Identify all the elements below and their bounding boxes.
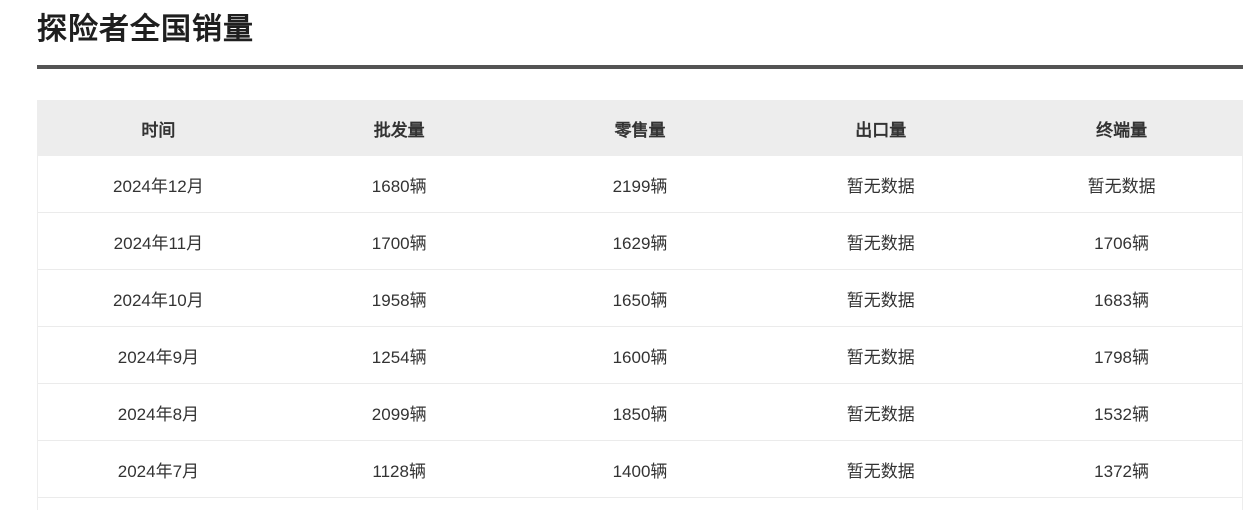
table-cell: 1400辆 xyxy=(519,440,761,498)
table-row: 2024年11月 1700辆 1629辆 暂无数据 1706辆 xyxy=(38,212,1242,270)
sales-table: 时间 批发量 零售量 出口量 终端量 2024年12月 1680辆 2199辆 暂无数据 暂无数… xyxy=(38,100,1242,498)
table-cell: 1683辆 xyxy=(1001,269,1242,327)
table-cell: 1700辆 xyxy=(278,212,520,270)
sales-table-body: 2024年12月 1680辆 2199辆 暂无数据 暂无数据 2024年11月 1700辆 1… xyxy=(38,156,1242,498)
table-cell: 1680辆 xyxy=(278,156,520,213)
table-cell: 1128辆 xyxy=(278,440,520,498)
table-cell: 1650辆 xyxy=(519,269,761,327)
column-header: 批发量 xyxy=(278,100,520,156)
table-cell: 2024年9月 xyxy=(38,326,279,384)
table-cell: 1600辆 xyxy=(519,326,761,384)
table-cell: 2024年10月 xyxy=(38,269,279,327)
table-cell: 1629辆 xyxy=(519,212,761,270)
table-cell: 暂无数据 xyxy=(760,326,1002,384)
table-cell: 2024年11月 xyxy=(38,212,279,270)
table-row: 2024年7月 1128辆 1400辆 暂无数据 1372辆 xyxy=(38,440,1242,498)
column-header: 时间 xyxy=(38,100,279,156)
table-cell: 2024年12月 xyxy=(38,156,279,213)
table-cell: 1254辆 xyxy=(278,326,520,384)
table-row: 2024年9月 1254辆 1600辆 暂无数据 1798辆 xyxy=(38,326,1242,384)
table-cell: 暂无数据 xyxy=(760,212,1002,270)
column-header: 出口量 xyxy=(760,100,1002,156)
table-cell: 1706辆 xyxy=(1001,212,1242,270)
table-cell: 2024年7月 xyxy=(38,440,279,498)
sales-table-wrap: 时间 批发量 零售量 出口量 终端量 2024年12月 1680辆 2199辆 暂无数据 暂无数… xyxy=(37,100,1243,510)
table-cell: 暂无数据 xyxy=(760,440,1002,498)
column-header: 零售量 xyxy=(519,100,761,156)
column-header: 终端量 xyxy=(1001,100,1242,156)
table-cell: 暂无数据 xyxy=(760,383,1002,441)
table-row: 2024年8月 2099辆 1850辆 暂无数据 1532辆 xyxy=(38,383,1242,441)
table-row: 2024年10月 1958辆 1650辆 暂无数据 1683辆 xyxy=(38,269,1242,327)
table-cell: 2199辆 xyxy=(519,156,761,213)
table-cell: 2024年8月 xyxy=(38,383,279,441)
table-header-row: 时间 批发量 零售量 出口量 终端量 xyxy=(38,100,1242,156)
table-cell: 1958辆 xyxy=(278,269,520,327)
table-cell: 1798辆 xyxy=(1001,326,1242,384)
title-divider xyxy=(37,65,1243,69)
sales-table-head: 时间 批发量 零售量 出口量 终端量 xyxy=(38,100,1242,156)
table-cell: 暂无数据 xyxy=(1001,156,1242,213)
page-title: 探险者全国销量 xyxy=(37,13,254,46)
table-cell: 1850辆 xyxy=(519,383,761,441)
table-cell: 暂无数据 xyxy=(760,269,1002,327)
table-cell: 暂无数据 xyxy=(760,156,1002,213)
table-cell: 2099辆 xyxy=(278,383,520,441)
table-cell: 1532辆 xyxy=(1001,383,1242,441)
table-row: 2024年12月 1680辆 2199辆 暂无数据 暂无数据 xyxy=(38,156,1242,213)
table-cell: 1372辆 xyxy=(1001,440,1242,498)
